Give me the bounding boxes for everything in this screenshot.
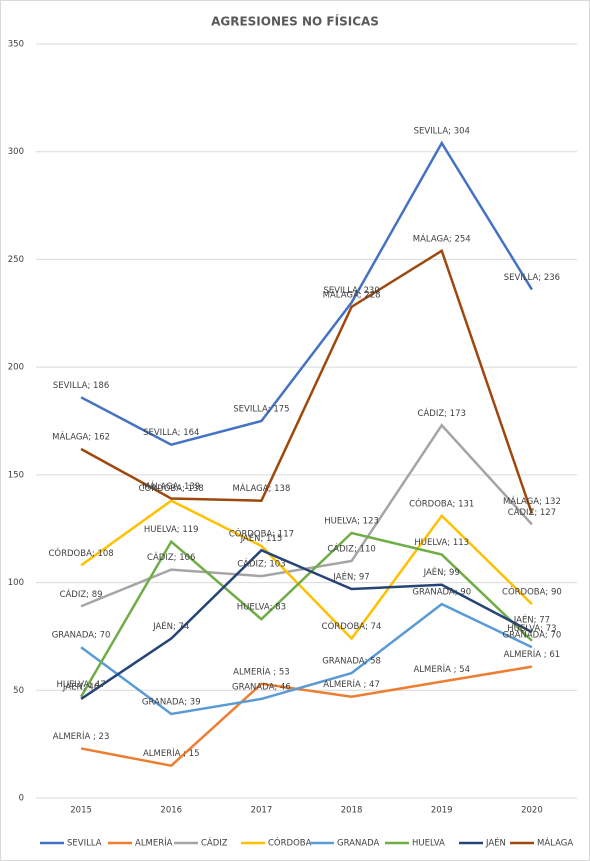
data-label: MÁLAGA; 228 xyxy=(323,288,381,300)
series-line xyxy=(80,499,533,641)
data-label: SEVILLA; 236 xyxy=(504,273,560,283)
chart-title: AGRESIONES NO FÍSICAS xyxy=(211,14,379,29)
data-label: HUELVA; 119 xyxy=(144,525,199,535)
series-line xyxy=(80,665,533,768)
data-label: CÓRDOBA; 74 xyxy=(322,620,382,632)
data-label: CÁDIZ; 103 xyxy=(237,558,285,570)
data-label: SEVILLA; 230 xyxy=(323,286,379,296)
data-label: GRANADA; 58 xyxy=(322,657,381,667)
data-label: HUELVA; 113 xyxy=(414,538,469,548)
data-label: GRANADA; 39 xyxy=(142,697,201,707)
data-label: GRANADA; 70 xyxy=(503,631,562,641)
series-line xyxy=(80,140,533,447)
data-label: SEVILLA; 175 xyxy=(233,405,289,415)
data-label: CÓRDOBA; 108 xyxy=(48,547,113,559)
y-tick-label: 100 xyxy=(8,578,24,588)
legend-label: CÁDIZ xyxy=(201,837,228,849)
legend-label: SEVILLA xyxy=(67,839,102,849)
data-label: CÁDIZ; 127 xyxy=(508,506,556,518)
data-label: ALMERÍA ; 23 xyxy=(53,730,110,742)
data-label: GRANADA; 90 xyxy=(412,588,471,598)
x-tick-label: 2015 xyxy=(70,806,92,816)
data-label: ALMERÍA ; 15 xyxy=(143,747,200,759)
data-label: CÁDIZ; 173 xyxy=(418,407,466,419)
data-label: JAÉN; 77 xyxy=(513,614,550,626)
data-label: ALMERÍA ; 53 xyxy=(233,665,290,677)
data-label: GRANADA; 46 xyxy=(232,682,291,692)
x-tick-label: 2016 xyxy=(160,806,182,816)
data-label: ALMERÍA ; 61 xyxy=(504,648,561,660)
data-label: JAÉN; 97 xyxy=(332,571,369,583)
legend-label: JAÉN xyxy=(485,837,506,849)
data-label: SEVILLA; 304 xyxy=(414,127,470,137)
legend-label: HUELVA xyxy=(412,839,445,849)
y-tick-label: 50 xyxy=(13,686,24,696)
x-tick-label: 2017 xyxy=(251,806,273,816)
y-tick-label: 300 xyxy=(8,147,24,157)
data-label: CÁDIZ; 110 xyxy=(327,543,375,555)
data-label: CÓRDOBA; 138 xyxy=(139,482,204,494)
data-label: MÁLAGA; 138 xyxy=(232,482,290,494)
data-label: CÓRDOBA; 117 xyxy=(229,527,294,539)
data-label: HUELVA; 73 xyxy=(507,624,556,634)
data-label: JAÉN; 74 xyxy=(152,620,189,632)
data-label: SEVILLA; 164 xyxy=(143,428,199,438)
data-label: JAÉN; 99 xyxy=(423,566,460,578)
data-label: CÁDIZ; 106 xyxy=(147,551,195,563)
y-tick-label: 250 xyxy=(8,255,24,265)
y-tick-label: 200 xyxy=(8,363,24,373)
legend-label: CÓRDOBA xyxy=(268,837,312,849)
data-label: JAÉN; 115 xyxy=(240,532,283,544)
legend-label: GRANADA xyxy=(337,839,380,849)
data-label: MÁLAGA; 132 xyxy=(503,495,561,507)
legend-label: ALMERÍA xyxy=(135,837,173,849)
data-label: HUELVA; 123 xyxy=(324,517,379,527)
data-label: HUELVA; 47 xyxy=(56,680,105,690)
data-label: MÁLAGA; 162 xyxy=(52,431,110,443)
data-label: CÓRDOBA; 131 xyxy=(409,497,474,509)
series-line xyxy=(80,602,533,716)
data-label: CÁDIZ; 89 xyxy=(60,588,103,600)
data-label: HUELVA; 83 xyxy=(237,603,286,613)
data-label: MÁLAGA; 139 xyxy=(142,480,200,492)
data-label: GRANADA; 70 xyxy=(52,631,111,641)
y-tick-label: 350 xyxy=(8,40,24,50)
data-label: ALMERÍA ; 54 xyxy=(413,663,470,675)
data-label: ALMERÍA ; 47 xyxy=(323,678,380,690)
x-tick-label: 2019 xyxy=(431,806,453,816)
series-line xyxy=(80,248,534,515)
data-label: MÁLAGA; 254 xyxy=(413,232,471,244)
series-line xyxy=(80,531,533,698)
data-label: CÓRDOBA; 90 xyxy=(502,586,562,598)
y-tick-label: 0 xyxy=(19,794,24,804)
x-tick-label: 2020 xyxy=(521,806,543,816)
series-line xyxy=(80,548,533,700)
legend-label: MÁLAGA xyxy=(537,837,573,849)
y-tick-label: 150 xyxy=(8,470,24,480)
x-tick-label: 2018 xyxy=(341,806,363,816)
data-label: JAÉN; 46 xyxy=(62,680,99,692)
data-label: SEVILLA; 186 xyxy=(53,381,109,391)
